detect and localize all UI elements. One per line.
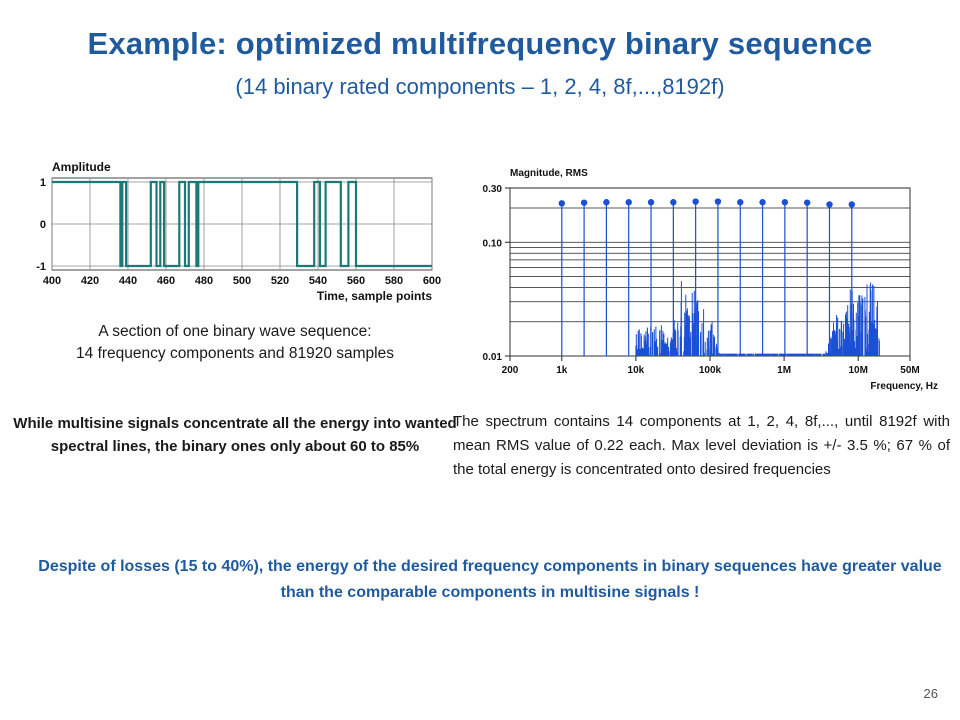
spectrum-component-point <box>625 199 632 206</box>
spectrum-component-point <box>737 199 744 206</box>
wave-y-axis-label: Amplitude <box>52 160 111 174</box>
spectrum-x-tick-label: 10k <box>628 365 645 376</box>
spectrum-x-tick-label: 50M <box>900 365 919 376</box>
spectrum-component-point <box>826 201 833 208</box>
spectrum-component-point <box>803 199 811 206</box>
conclusion-text: Despite of losses (15 to 40%), the energ… <box>38 558 942 601</box>
page-number: 26 <box>923 686 938 701</box>
spectrum-x-tick-label: 10M <box>848 365 867 376</box>
spectrum-x-axis-label: Frequency, Hz <box>870 381 938 392</box>
spectrum-component-point <box>603 199 610 206</box>
spectrum-y-axis-label: Magnitude, RMS <box>510 168 588 179</box>
wave-x-tick-label: 400 <box>43 275 61 287</box>
spectrum-component-point <box>759 199 766 206</box>
wave-x-tick-label: 520 <box>271 275 289 287</box>
wave-y-tick-label: 1 <box>40 177 46 189</box>
spectrum-component-point <box>558 200 565 207</box>
spectrum-component-point <box>670 199 677 206</box>
spectrum-chart: 0.30 0.10 0.01 200 1k 10k 100k 1M 10M 50M Magnitud… <box>483 168 938 392</box>
spectrum-component-point <box>692 198 699 205</box>
spectrum-x-tick-label: 1M <box>777 365 791 376</box>
spectrum-y-tick-label: 0.01 <box>483 352 503 363</box>
spectrum-component-point <box>714 198 722 205</box>
wave-x-tick-label: 560 <box>347 275 365 287</box>
spectrum-component-point <box>647 199 655 206</box>
spectrum-component-point <box>848 201 855 208</box>
spectrum-x-tick-label: 1k <box>556 365 568 376</box>
wave-caption: A section of one binary wave sequence: 1… <box>0 321 470 365</box>
wave-series-line <box>52 180 432 268</box>
wave-x-tick-label: 580 <box>385 275 403 287</box>
spectrum-note: The spectrum contains 14 components at 1… <box>453 413 950 478</box>
wave-caption-line1: A section of one binary wave sequence: <box>98 323 372 340</box>
spectrum-component-point <box>781 199 789 206</box>
spectrum-x-tick-label: 200 <box>502 365 519 376</box>
binary-wave-chart: 400 420 440 460 480 500 520 540 560 580 600 1 0 -1 Amp… <box>36 160 441 303</box>
spectrum-noise-floor <box>635 281 880 356</box>
wave-x-tick-label: 440 <box>119 275 137 287</box>
spectrum-component-point <box>580 199 588 206</box>
wave-x-tick-label: 540 <box>309 275 327 287</box>
wave-x-axis-label: Time, sample points <box>317 289 432 303</box>
wave-caption-line2: 14 frequency components and 81920 sample… <box>76 345 394 362</box>
wave-y-tick-label: 0 <box>40 219 46 231</box>
slide-subtitle: (14 binary rated components – 1, 2, 4, 8… <box>235 74 725 99</box>
wave-x-tick-label: 460 <box>157 275 175 287</box>
spectrum-y-tick-label: 0.10 <box>483 238 503 249</box>
spectrum-plot-area <box>509 187 911 357</box>
multisine-note: While multisine signals concentrate all … <box>13 415 457 455</box>
spectrum-x-tick-label: 100k <box>699 365 722 376</box>
wave-x-tick-label: 600 <box>423 275 441 287</box>
wave-x-tick-label: 480 <box>195 275 213 287</box>
wave-y-tick-label: -1 <box>36 261 46 273</box>
spectrum-y-tick-label: 0.30 <box>483 184 503 195</box>
wave-x-tick-label: 500 <box>233 275 251 287</box>
slide-title: Example: optimized multifrequency binary… <box>87 26 873 61</box>
wave-x-tick-label: 420 <box>81 275 99 287</box>
